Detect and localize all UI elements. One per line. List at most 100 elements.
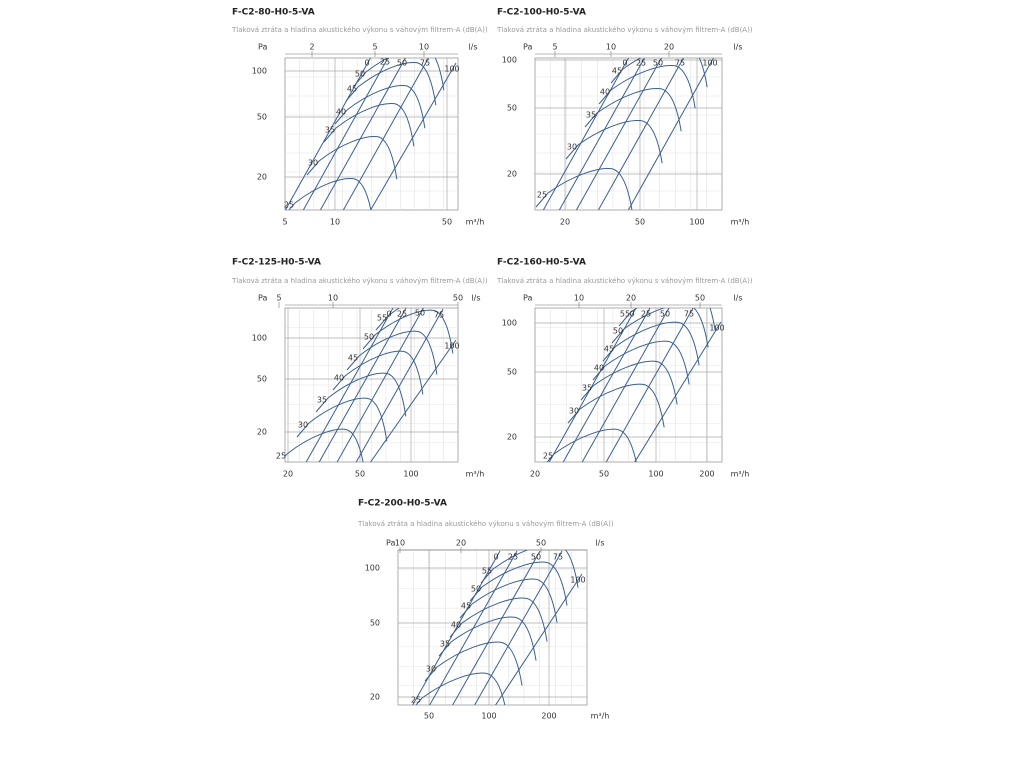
noise-label: 25: [284, 201, 294, 210]
curves: [412, 550, 583, 705]
damper-label: 0: [364, 59, 369, 68]
x-tick-label: 100: [689, 218, 704, 227]
damper-curve: [597, 58, 685, 210]
y-unit: Pa: [523, 43, 532, 52]
damper-label: 25: [397, 310, 407, 319]
damper-curve: [452, 550, 541, 705]
noise-curve: [535, 168, 633, 210]
top-tick-label: 10: [606, 43, 616, 52]
noise-label: 45: [612, 67, 622, 76]
x-unit: m³/h: [731, 218, 750, 227]
damper-label: 100: [444, 342, 459, 351]
damper-curve: [634, 321, 722, 462]
y-tick-label: 20: [507, 433, 517, 442]
chart-subtitle: Tlaková ztráta a hladina akustického výk…: [496, 26, 753, 34]
damper-label: 50: [397, 59, 407, 68]
noise-label: 30: [426, 665, 436, 674]
x-tick-label: 200: [699, 470, 714, 479]
y-tick-label: 20: [507, 170, 517, 179]
noise-label: 50: [471, 585, 481, 594]
top-tick-label: 10: [395, 539, 405, 548]
damper-label: 75: [675, 59, 685, 68]
noise-label: 45: [461, 602, 471, 611]
chart-title: F-C2-125-H0-5-VA: [232, 258, 321, 268]
noise-label: 30: [569, 407, 579, 416]
top-tick-label: 10: [419, 43, 429, 52]
y-tick-label: 100: [502, 319, 517, 328]
noise-label: 35: [586, 111, 596, 120]
x-tick-label: 5: [282, 218, 287, 227]
y-tick-label: 100: [252, 334, 267, 343]
chart-title: F-C2-200-H0-5-VA: [358, 499, 447, 509]
noise-label: 35: [582, 384, 592, 393]
x-tick-label: 50: [424, 712, 434, 721]
y-tick-label: 20: [257, 428, 267, 437]
noise-label: 55: [620, 310, 630, 319]
noise-curve: [438, 616, 537, 661]
top-unit: l/s: [468, 43, 477, 52]
noise-label: 30: [308, 159, 318, 168]
noise-curve: [334, 85, 426, 129]
noise-curve: [480, 550, 579, 588]
noise-label: 55: [377, 314, 387, 323]
top-unit: l/s: [471, 294, 480, 303]
noise-curve: [288, 178, 372, 210]
noise-label: 30: [298, 421, 308, 430]
chart-subtitle: Tlaková ztráta a hladina akustického výk…: [231, 277, 488, 285]
top-tick-label: 10: [328, 294, 338, 303]
top-tick-label: 2: [309, 43, 314, 52]
noise-label: 25: [543, 452, 553, 461]
chart-title: F-C2-100-H0-5-VA: [497, 8, 586, 18]
noise-curve: [346, 330, 438, 375]
damper-curve: [562, 308, 651, 462]
damper-label: 0: [629, 310, 634, 319]
damper-label: 100: [444, 65, 459, 74]
curves: [285, 308, 457, 462]
noise-curve: [567, 383, 665, 428]
y-unit: Pa: [386, 539, 395, 548]
y-tick-label: 100: [365, 564, 380, 573]
top-tick-label: 5: [276, 294, 281, 303]
x-tick-label: 20: [530, 470, 540, 479]
y-tick-label: 50: [507, 104, 517, 113]
chart-panel: F-C2-200-H0-5-VA Tlaková ztráta a hladina…: [357, 499, 614, 721]
noise-label: 35: [317, 396, 327, 405]
curves: [546, 308, 722, 462]
damper-curve: [558, 58, 646, 210]
noise-curve: [584, 88, 682, 132]
noise-label: 40: [594, 364, 604, 373]
noise-label: 35: [325, 126, 335, 135]
curves: [285, 58, 457, 210]
chart-panel: F-C2-100-H0-5-VA Tlaková ztráta a hladina…: [496, 8, 753, 227]
damper-label: 100: [570, 576, 585, 585]
damper-curve: [355, 308, 444, 462]
y-unit: Pa: [523, 294, 532, 303]
noise-curve: [323, 103, 415, 147]
x-tick-label: 100: [481, 712, 496, 721]
damper-curve: [302, 58, 389, 210]
noise-label: 30: [567, 143, 577, 152]
x-tick-label: 50: [635, 218, 645, 227]
x-unit: m³/h: [731, 470, 750, 479]
damper-label: 100: [702, 59, 717, 68]
noise-label: 25: [411, 696, 421, 705]
x-tick-label: 100: [648, 470, 663, 479]
damper-curve: [627, 58, 715, 210]
noise-label: 45: [604, 345, 614, 354]
noise-label: 25: [276, 452, 286, 461]
chart-title: F-C2-80-H0-5-VA: [232, 8, 315, 18]
top-tick-label: 5: [372, 43, 377, 52]
damper-label: 75: [434, 311, 444, 320]
top-tick-label: 20: [664, 43, 674, 52]
x-tick-label: 50: [442, 218, 452, 227]
x-tick-label: 10: [330, 218, 340, 227]
curves: [535, 58, 715, 210]
noise-label: 40: [600, 88, 610, 97]
y-tick-label: 20: [257, 173, 267, 182]
x-tick-label: 100: [403, 470, 418, 479]
noise-curve: [424, 641, 523, 686]
damper-label: 0: [386, 310, 391, 319]
noise-curve: [459, 578, 558, 623]
noise-curve: [611, 308, 709, 348]
